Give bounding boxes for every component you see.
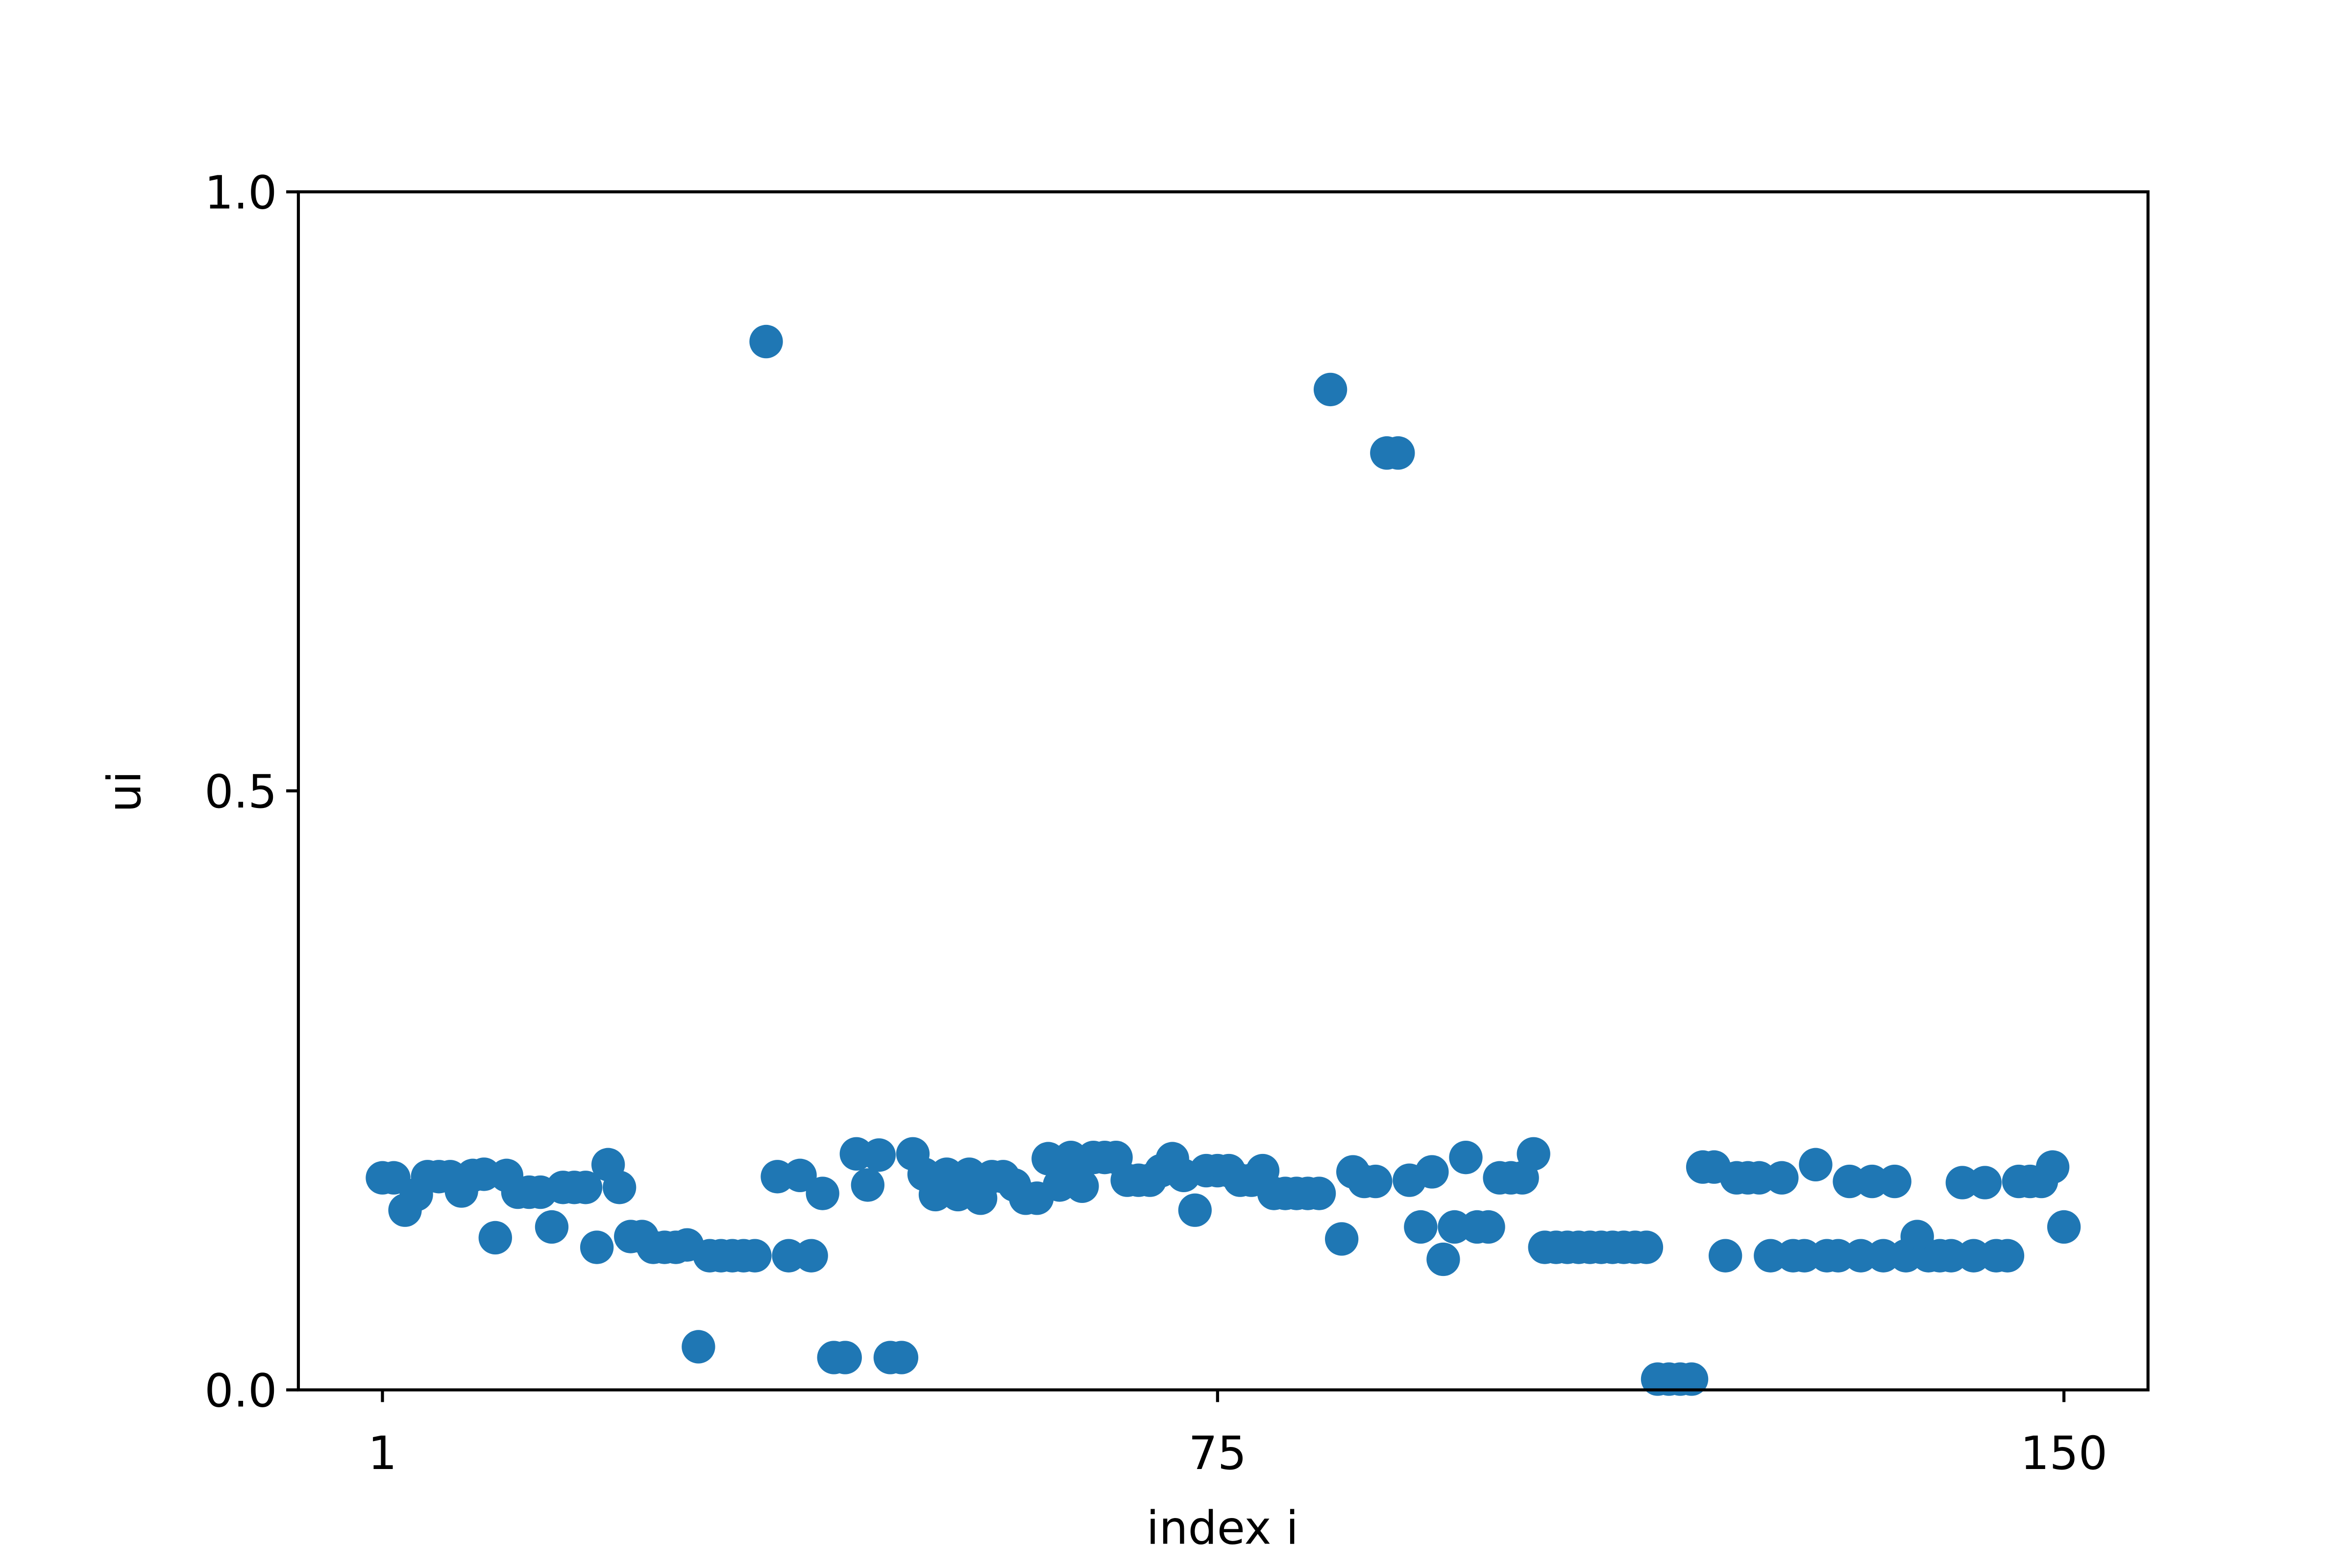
- point: [682, 1330, 715, 1364]
- point: [884, 1341, 919, 1374]
- point: [828, 1341, 862, 1374]
- point: [1990, 1239, 2025, 1273]
- point: [568, 1171, 603, 1204]
- point: [602, 1171, 637, 1204]
- point: [2035, 1150, 2070, 1184]
- point: [862, 1138, 896, 1172]
- point: [783, 1158, 817, 1193]
- x-tick-label: 150: [2020, 1426, 2107, 1480]
- point: [1359, 1164, 1393, 1199]
- point: [806, 1176, 839, 1210]
- point: [1968, 1166, 2002, 1200]
- point: [1302, 1176, 1336, 1210]
- point: [1404, 1210, 1438, 1244]
- point: [1471, 1210, 1505, 1244]
- point: [749, 324, 783, 359]
- y-tick-label: 0.5: [204, 765, 277, 818]
- point: [1799, 1148, 1833, 1182]
- point: [1313, 372, 1348, 407]
- point: [794, 1239, 828, 1273]
- point: [1065, 1169, 1099, 1203]
- point: [851, 1168, 885, 1202]
- y-tick-label: 1.0: [204, 166, 277, 220]
- y-axis-label: ui: [98, 771, 151, 812]
- point: [1674, 1362, 1709, 1396]
- x-tick-label: 1: [368, 1426, 397, 1480]
- point: [1324, 1222, 1359, 1256]
- point: [1878, 1164, 1911, 1199]
- point: [1178, 1193, 1212, 1227]
- point: [478, 1221, 512, 1255]
- point: [1449, 1140, 1483, 1175]
- y-tick-label: 0.0: [204, 1364, 277, 1418]
- point: [2047, 1210, 2081, 1244]
- point: [1765, 1161, 1799, 1195]
- point: [1629, 1230, 1664, 1264]
- point: [535, 1210, 569, 1244]
- x-axis-label: index i: [1147, 1501, 1298, 1554]
- x-tick-label: 75: [1189, 1426, 1247, 1480]
- point: [580, 1230, 614, 1264]
- point: [1415, 1155, 1449, 1189]
- point: [1709, 1239, 1742, 1273]
- point: [1426, 1242, 1460, 1276]
- point: [1381, 436, 1415, 470]
- point: [1517, 1137, 1550, 1171]
- plot-frame: [296, 190, 2150, 1392]
- point: [738, 1239, 772, 1273]
